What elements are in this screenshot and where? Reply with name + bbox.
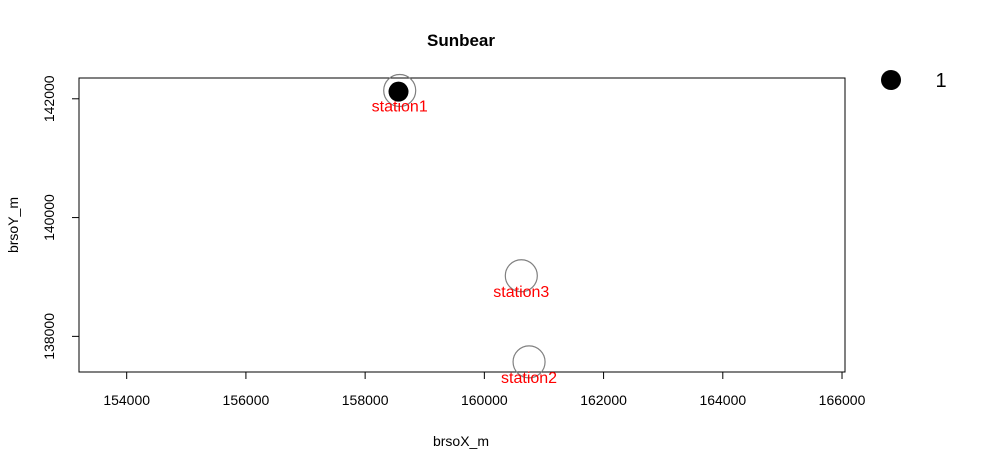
chart-title: Sunbear bbox=[427, 31, 495, 50]
x-tick-label: 154000 bbox=[103, 392, 150, 408]
y-axis: 138000 140000 142000 bbox=[41, 75, 80, 360]
stations-layer: station1 station3 station2 bbox=[372, 73, 557, 387]
y-tick-label: 138000 bbox=[41, 313, 57, 360]
station-marker bbox=[504, 259, 538, 293]
station-marker bbox=[512, 345, 546, 379]
x-tick-label: 160000 bbox=[461, 392, 508, 408]
detections-layer bbox=[388, 81, 409, 102]
x-axis-label: brsoX_m bbox=[433, 433, 489, 449]
x-tick-label: 162000 bbox=[580, 392, 627, 408]
legend-marker bbox=[881, 70, 901, 90]
station-label: station3 bbox=[493, 284, 549, 301]
station-marker bbox=[383, 73, 417, 108]
station-label: station2 bbox=[501, 370, 557, 387]
plot-area bbox=[78, 77, 846, 373]
x-tick-label: 158000 bbox=[342, 392, 389, 408]
x-tick-label: 166000 bbox=[819, 392, 866, 408]
x-tick-label: 156000 bbox=[223, 392, 270, 408]
y-tick-label: 140000 bbox=[41, 194, 57, 241]
x-axis: 154000 156000 158000 160000 162000 164000 1660… bbox=[103, 371, 866, 408]
x-tick-label: 164000 bbox=[699, 392, 746, 408]
legend-label: 1 bbox=[935, 70, 946, 92]
legend: 1 bbox=[881, 70, 947, 92]
detection-point bbox=[388, 81, 409, 102]
y-tick-label: 142000 bbox=[41, 75, 57, 122]
y-axis-label: brsoY_m bbox=[5, 197, 21, 253]
station-label: station1 bbox=[372, 98, 428, 115]
